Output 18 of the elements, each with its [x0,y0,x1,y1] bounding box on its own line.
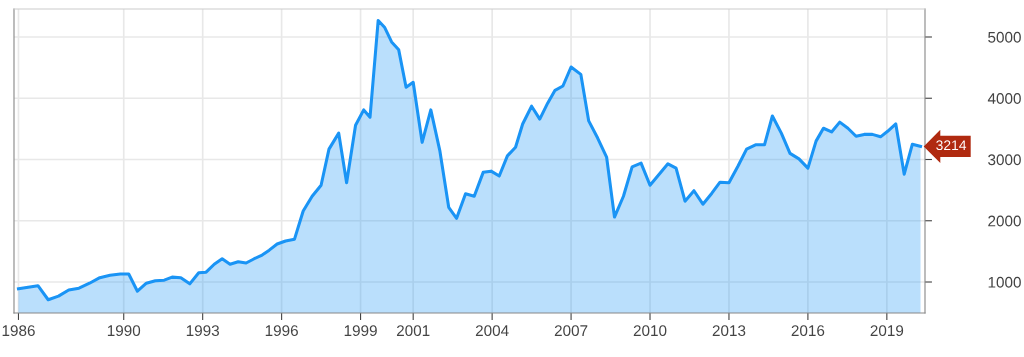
x-tick-label: 2004 [475,325,509,337]
y-tick-label: 4000 [987,93,1021,104]
x-tick-label: 1999 [344,325,377,337]
y-tick-label: 3000 [988,154,1021,166]
annotation: 3214 [936,140,967,151]
x-tick-label: 1993 [186,325,219,337]
x-tick-label: 2001 [396,325,430,337]
x-tick-label: 1990 [107,325,141,337]
x-tick-label: 1996 [265,325,298,337]
x-tick-label: 2016 [791,325,825,337]
x-tick-label: 1986 [2,325,35,337]
y-tick-label: 2000 [988,215,1021,227]
x-tick-label: 2010 [633,325,667,337]
y-tick-label: 1000 [988,276,1021,288]
y-tick-label: 5000 [988,31,1021,43]
x-tick-label: 2019 [870,325,904,337]
x-tick-label: 2013 [712,325,746,337]
x-tick-label: 2007 [554,325,588,337]
